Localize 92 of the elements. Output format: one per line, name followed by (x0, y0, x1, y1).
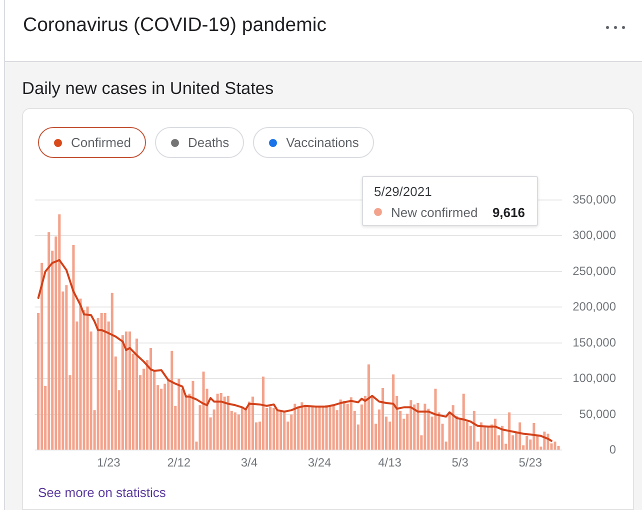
bar (276, 410, 279, 450)
bar (272, 408, 276, 450)
y-tick-label: 100,000 (572, 371, 616, 386)
y-tick-label: 0 (609, 442, 616, 457)
bar (226, 396, 230, 450)
annotation: 9,616 (492, 204, 525, 220)
bar (392, 374, 395, 450)
bar (269, 406, 272, 450)
chart-subtitle: Daily new cases in United States (22, 78, 274, 98)
bar (342, 400, 346, 450)
y-tick-label: 150,000 (572, 335, 616, 350)
bar (262, 376, 265, 450)
bar (413, 404, 416, 450)
bar (452, 405, 454, 450)
bar (308, 406, 310, 450)
bar (251, 396, 254, 450)
bar (518, 422, 522, 450)
bar (367, 364, 370, 450)
tooltip: 5/29/2021 New confirmed 9,616 (362, 176, 538, 226)
bar (240, 408, 244, 450)
bar (462, 394, 465, 450)
bar (416, 403, 420, 450)
y-tick-label: 250,000 (572, 264, 616, 278)
y-tick-label: 300,000 (572, 228, 616, 242)
y-tick-label: 200,000 (572, 300, 616, 314)
bar (128, 332, 131, 450)
y-tick-label: 350,000 (572, 192, 616, 206)
text: See more on statistics (38, 485, 166, 501)
filter-chip: Vaccinations (253, 127, 374, 158)
x-tick-label: 3/24 (308, 456, 332, 470)
y-tick-label: 50,000 (579, 406, 616, 421)
bar (297, 406, 300, 450)
bar (472, 410, 476, 450)
bar (434, 388, 437, 450)
bar (65, 285, 68, 450)
bar (135, 338, 138, 450)
bar (328, 405, 332, 450)
bar (223, 396, 226, 450)
bar (234, 412, 236, 450)
bar (86, 306, 89, 450)
bar (216, 394, 219, 450)
bar (554, 442, 556, 450)
bar (72, 245, 75, 450)
bar (124, 332, 128, 450)
bar (483, 426, 486, 450)
bar (382, 388, 384, 450)
bar (350, 397, 352, 450)
bar (424, 404, 426, 450)
bar (410, 400, 412, 450)
bar (311, 406, 314, 450)
bar (557, 446, 560, 450)
bar (486, 426, 490, 450)
bar (325, 405, 328, 450)
x-tick-label: 2/12 (167, 456, 191, 470)
bar (508, 412, 511, 450)
filter-chip: Deaths (154, 127, 244, 158)
bar (100, 312, 103, 450)
bar (304, 406, 307, 450)
chart-title: Coronavirus (COVID-19) pandemic (23, 13, 326, 37)
x-tick-label: 1/23 (96, 456, 121, 470)
bar (121, 335, 124, 450)
bar (79, 298, 82, 450)
x-tick-label: 5/3 (452, 456, 469, 470)
x-tick-label: 4/13 (378, 456, 402, 470)
bar (104, 312, 106, 450)
bar (480, 422, 482, 450)
bar (318, 406, 321, 450)
bar (110, 292, 114, 450)
bar (494, 418, 497, 450)
bar (322, 406, 324, 450)
bar (332, 405, 335, 450)
x-tick-label: 3/4 (240, 456, 258, 470)
bar (192, 380, 194, 450)
bar (170, 350, 174, 450)
filter-chip: Confirmed (38, 127, 146, 158)
bar (178, 378, 180, 450)
bar (40, 262, 44, 450)
bar (220, 393, 222, 450)
legend-label: New confirmed (391, 204, 478, 220)
bar (48, 232, 50, 450)
bar (294, 404, 296, 450)
bar (58, 214, 61, 450)
bar (283, 412, 286, 450)
bar (532, 423, 536, 450)
x-tick-label: 5/23 (518, 456, 542, 470)
bar (202, 372, 205, 450)
bar (526, 436, 528, 450)
bar (150, 348, 152, 450)
bar (280, 410, 282, 450)
bar (314, 406, 318, 450)
bar (339, 399, 342, 450)
bar (300, 402, 304, 450)
